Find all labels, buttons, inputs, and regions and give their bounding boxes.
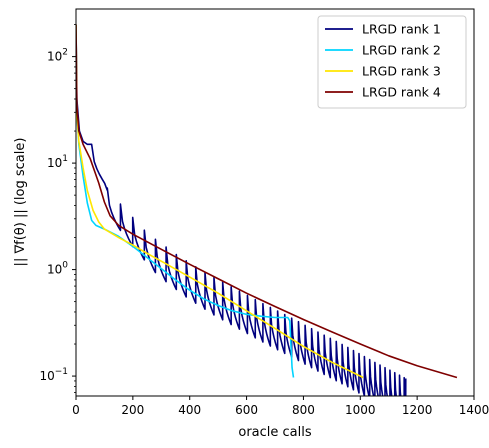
- x-tick-label: 600: [235, 403, 258, 417]
- y-tick-exponent: 0: [62, 261, 68, 271]
- legend-label: LRGD rank 1: [362, 22, 441, 37]
- y-axis-label: || ∇f(θ) || (log scale): [13, 138, 28, 267]
- y-tick-label: 101: [47, 154, 68, 170]
- x-tick-label: 800: [292, 403, 315, 417]
- series-line-3: [76, 24, 364, 379]
- legend-label: LRGD rank 4: [362, 85, 441, 100]
- y-tick-exponent: −1: [55, 367, 68, 377]
- x-tick-label: 200: [121, 403, 144, 417]
- y-tick-label: 10−1: [39, 367, 68, 383]
- series-line-4: [76, 24, 458, 379]
- x-tick-label: 1000: [345, 403, 376, 417]
- y-tick-label: 102: [47, 48, 68, 64]
- x-tick-label: 1200: [402, 403, 433, 417]
- x-tick-label: 0: [72, 403, 80, 417]
- x-tick-label: 1400: [459, 403, 489, 417]
- series-layer: [76, 24, 458, 396]
- x-axis: 0 200 400 600 800 1000 1200 1400: [72, 396, 489, 417]
- plot-frame: [75, 8, 475, 397]
- legend-box: [317, 15, 467, 109]
- legend-label: LRGD rank 2: [362, 43, 441, 58]
- x-tick-label: 400: [178, 403, 201, 417]
- y-tick-exponent: 1: [62, 154, 68, 164]
- y-tick-label: 100: [47, 261, 68, 277]
- legend-label: LRGD rank 3: [362, 64, 441, 79]
- series-line-1: [76, 24, 407, 396]
- series-line-2: [76, 24, 295, 378]
- y-tick-exponent: 2: [62, 48, 68, 58]
- x-axis-label: oracle calls: [238, 425, 311, 440]
- legend: LRGD rank 1 LRGD rank 2 LRGD rank 3 LRGD ra…: [317, 15, 467, 109]
